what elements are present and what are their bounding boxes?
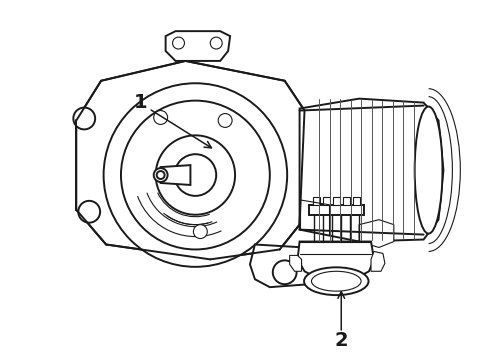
Ellipse shape xyxy=(154,168,168,182)
Ellipse shape xyxy=(156,135,235,215)
Polygon shape xyxy=(297,242,374,281)
Text: 1: 1 xyxy=(134,93,147,112)
Polygon shape xyxy=(371,251,385,271)
Circle shape xyxy=(273,260,296,284)
FancyBboxPatch shape xyxy=(353,197,360,205)
Circle shape xyxy=(74,108,95,129)
Polygon shape xyxy=(359,220,394,247)
Polygon shape xyxy=(310,205,364,215)
Circle shape xyxy=(172,37,184,49)
FancyBboxPatch shape xyxy=(314,197,320,205)
Ellipse shape xyxy=(304,267,368,295)
FancyBboxPatch shape xyxy=(343,197,350,205)
Circle shape xyxy=(210,37,222,49)
Circle shape xyxy=(218,113,232,127)
Ellipse shape xyxy=(409,105,439,235)
FancyBboxPatch shape xyxy=(323,197,330,205)
Polygon shape xyxy=(166,31,230,61)
Ellipse shape xyxy=(174,154,216,196)
FancyBboxPatch shape xyxy=(333,197,340,205)
Ellipse shape xyxy=(415,107,442,234)
Polygon shape xyxy=(290,255,301,271)
Circle shape xyxy=(194,225,207,239)
Circle shape xyxy=(78,201,100,223)
Circle shape xyxy=(154,111,168,125)
Ellipse shape xyxy=(121,100,270,249)
Polygon shape xyxy=(161,165,191,185)
Ellipse shape xyxy=(103,83,287,267)
Polygon shape xyxy=(299,99,443,242)
Polygon shape xyxy=(76,61,305,260)
Ellipse shape xyxy=(157,171,165,179)
Polygon shape xyxy=(250,244,324,287)
Text: 2: 2 xyxy=(335,331,348,350)
